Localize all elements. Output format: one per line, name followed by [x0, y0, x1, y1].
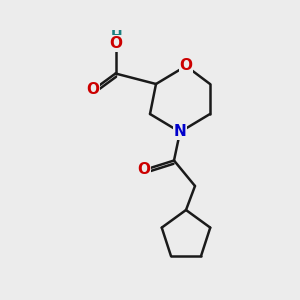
Text: O: O	[86, 82, 100, 98]
Text: O: O	[179, 58, 193, 74]
Text: H: H	[111, 29, 123, 43]
Text: O: O	[137, 162, 151, 177]
Text: N: N	[174, 124, 186, 140]
Text: O: O	[109, 36, 122, 51]
